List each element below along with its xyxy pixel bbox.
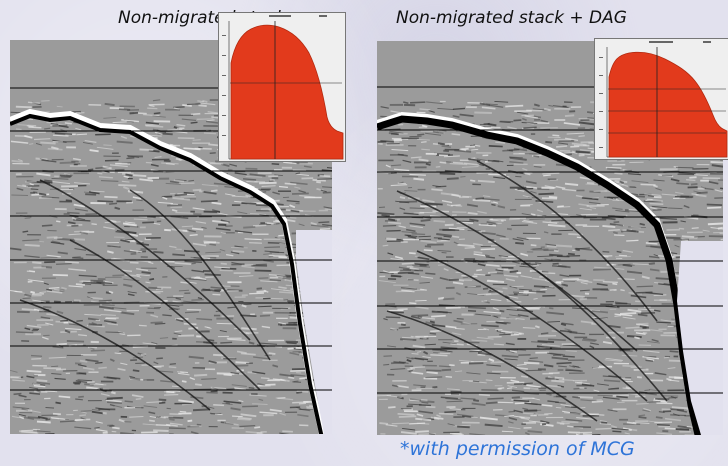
left-spectrum-curve <box>230 24 344 160</box>
permission-credit: *with permission of MCG <box>400 438 635 460</box>
right-panel-caption: Non-migrated stack + DAG <box>396 8 627 28</box>
left-spectrum-plot <box>219 13 345 161</box>
right-spectrum-inset <box>594 38 728 160</box>
left-spectrum-inset <box>218 12 346 162</box>
right-spectrum-curve <box>608 51 728 158</box>
right-spectrum-plot <box>595 39 728 159</box>
